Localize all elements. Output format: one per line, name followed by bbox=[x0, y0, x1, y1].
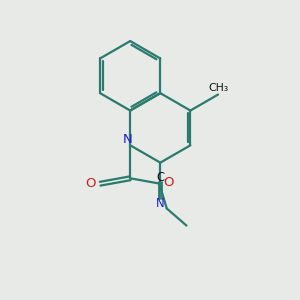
Text: CH₃: CH₃ bbox=[208, 83, 228, 93]
Text: C: C bbox=[156, 171, 164, 184]
Text: O: O bbox=[163, 176, 173, 189]
Text: N: N bbox=[156, 197, 165, 210]
Text: O: O bbox=[85, 177, 96, 190]
Text: N: N bbox=[123, 134, 133, 146]
